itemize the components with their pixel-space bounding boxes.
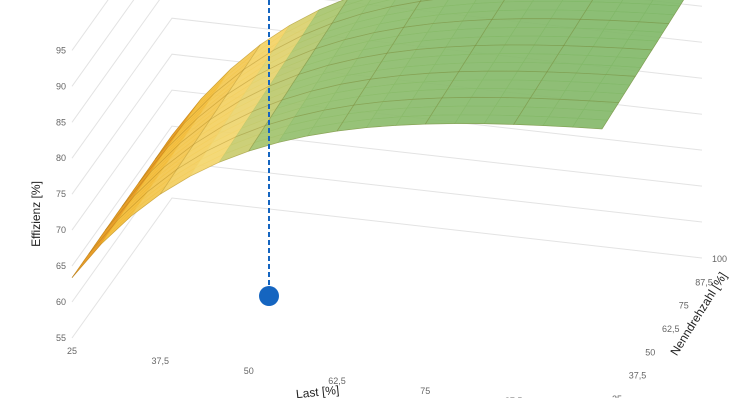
y-axis-ticks: 25 37,5 50 62,5 75 87,5 100	[612, 254, 727, 398]
mesh-line-y	[71, 123, 603, 278]
y-tick-label: 37,5	[629, 371, 647, 381]
surface-patch	[482, 70, 519, 81]
z-axis-ticks: 55 60 65 70 75 80 85 90 95	[56, 45, 66, 343]
x-tick-label: 37,5	[152, 356, 170, 366]
mesh-line-y	[171, 0, 345, 136]
z-tick-label: 70	[56, 225, 66, 235]
z-tick-label: 85	[56, 117, 66, 127]
surface-patch	[476, 79, 513, 90]
mesh-line-x	[336, 0, 422, 132]
mesh-line-y	[88, 96, 619, 255]
mesh-line-x	[513, 0, 594, 125]
mesh-line-x	[71, 135, 173, 278]
surface-patch	[548, 107, 585, 119]
z-tick-label: 65	[56, 261, 66, 271]
x-tick-label: 25	[67, 346, 77, 356]
z-tick-label: 90	[56, 81, 66, 91]
surface-patch	[505, 79, 542, 90]
y-tick-label: 87,5	[695, 277, 713, 287]
surface-patch	[515, 18, 552, 28]
surface-patch	[483, 114, 520, 125]
surface-patch	[540, 71, 577, 83]
y-tick-label: 62,5	[662, 324, 680, 334]
surface-patch	[454, 114, 491, 125]
surface-patch	[564, 81, 601, 93]
z-tick-label: 75	[56, 189, 66, 199]
marker	[259, 0, 279, 306]
y-tick-label: 50	[645, 347, 655, 357]
surface-patch	[557, 45, 594, 56]
surface-patch	[529, 89, 566, 100]
surface-patch	[568, 27, 605, 39]
surface-patch	[524, 97, 561, 109]
surface-patch	[598, 28, 635, 40]
gridline-z-65	[71, 125, 703, 267]
z-axis-label: Effizienz [%]	[29, 181, 43, 247]
surface	[71, 0, 685, 278]
x-axis-ticks: 25 37,5 50 62,5 75 87,5	[67, 346, 522, 398]
x-tick-label: 75	[420, 386, 430, 396]
mesh-line-y	[104, 70, 636, 231]
surface-patch	[546, 62, 583, 74]
surface-patch	[494, 97, 531, 108]
surface-patch	[544, 18, 581, 29]
z-tick-label: 55	[56, 333, 66, 343]
surface-patch	[579, 10, 616, 21]
surface-patch	[511, 70, 548, 81]
surface-patch	[520, 9, 557, 20]
mesh-line-y	[154, 0, 434, 160]
gridline-z-70	[71, 89, 703, 231]
surface-patch	[535, 80, 572, 91]
surface-patch	[493, 53, 530, 63]
surface-patch	[509, 27, 546, 37]
surface-patch	[581, 55, 618, 67]
surface-patch	[518, 106, 555, 118]
x-axis-label: Last [%]	[295, 383, 340, 398]
x-tick-label: 87,5	[505, 396, 523, 398]
mesh-line-x	[601, 0, 685, 130]
mesh-line-x	[248, 0, 348, 152]
surface-patch	[526, 0, 563, 11]
surface-patch	[533, 35, 570, 46]
z-tick-label: 60	[56, 297, 66, 307]
surface-patch	[500, 88, 537, 99]
y-tick-label: 25	[612, 394, 622, 398]
surface-patch	[489, 105, 526, 117]
surface-patch	[585, 1, 622, 12]
y-tick-label: 100	[712, 254, 727, 264]
surface-patch	[465, 96, 502, 107]
surface-patch	[528, 44, 565, 55]
x-tick-label: 50	[244, 366, 254, 376]
mesh-line-x	[159, 44, 261, 195]
surface-patch	[550, 9, 587, 20]
y-tick-label: 75	[679, 301, 689, 311]
gridline-z-90	[71, 0, 703, 87]
gridline-z-95	[71, 0, 109, 51]
surface-patch	[574, 18, 611, 30]
surface-patch	[563, 36, 600, 48]
surface-patch	[498, 44, 535, 55]
surface-patch	[487, 62, 524, 72]
surface-patch	[522, 53, 559, 64]
surface-patch	[504, 35, 541, 46]
x-tick-label: 62,5	[328, 376, 346, 386]
surface-patch	[513, 115, 550, 126]
surface-patch	[555, 0, 592, 11]
surface-patch	[459, 105, 496, 116]
z-tick-label: 80	[56, 153, 66, 163]
z-tick-label: 95	[56, 45, 66, 55]
surface-patch	[539, 27, 576, 38]
marker-point	[259, 286, 279, 306]
surface-patch	[552, 53, 589, 65]
surface-patch	[614, 2, 651, 14]
mesh-line-y	[138, 18, 669, 184]
mesh-line-x	[424, 0, 505, 125]
surface-patch	[572, 117, 609, 130]
gridline-z-55	[71, 197, 703, 339]
mesh-line-y	[121, 44, 653, 207]
surface-patch	[517, 62, 554, 73]
surface-patch	[470, 88, 507, 98]
